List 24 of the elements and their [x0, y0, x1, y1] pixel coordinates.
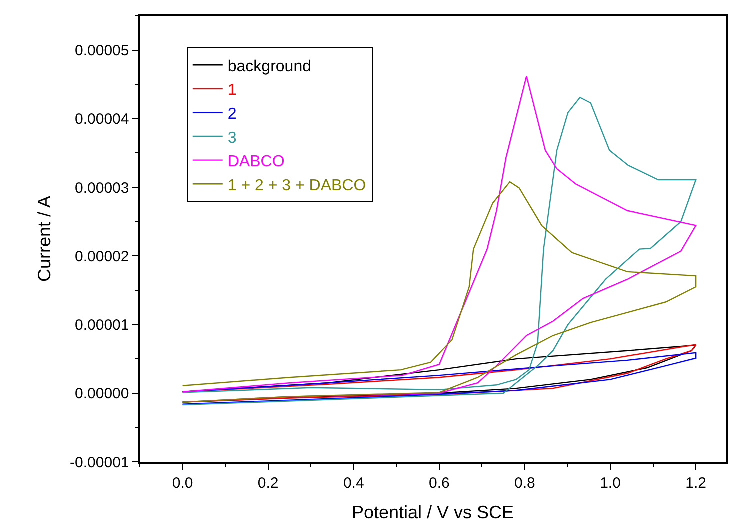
line-series [182, 352, 697, 405]
legend-label: 2 [228, 106, 237, 123]
legend-label: background [228, 58, 312, 76]
x-tick-label: 1.2 [686, 474, 706, 492]
legend-label: DABCO [228, 154, 285, 171]
y-tick-label: 0.00005 [75, 42, 130, 60]
x-tick-label: 0.6 [428, 474, 450, 492]
legend-label: 1 + 2 + 3 + DABCO [228, 177, 366, 194]
y-tick-label: -0.00001 [70, 454, 130, 472]
x-tick-label: 0.8 [514, 474, 536, 492]
x-tick-label: 0.4 [343, 474, 364, 492]
line-series [182, 181, 697, 403]
y-tick-label: 0.00000 [75, 386, 130, 403]
y-tick-label: 0.00003 [75, 180, 130, 197]
x-tick-label: 1.0 [600, 474, 621, 492]
legend-label: 3 [228, 130, 237, 147]
x-axis-title: Potential / V vs SCE [352, 502, 514, 522]
x-tick-label: 0.0 [172, 474, 194, 492]
y-tick-label: 0.00004 [75, 111, 130, 128]
legend-label: 1 [228, 82, 237, 100]
y-tick-label: 0.00001 [75, 317, 130, 334]
y-tick-label: 0.00002 [75, 248, 130, 266]
y-axis-title: Current / A [34, 196, 55, 282]
x-tick-label: 0.2 [258, 474, 279, 492]
